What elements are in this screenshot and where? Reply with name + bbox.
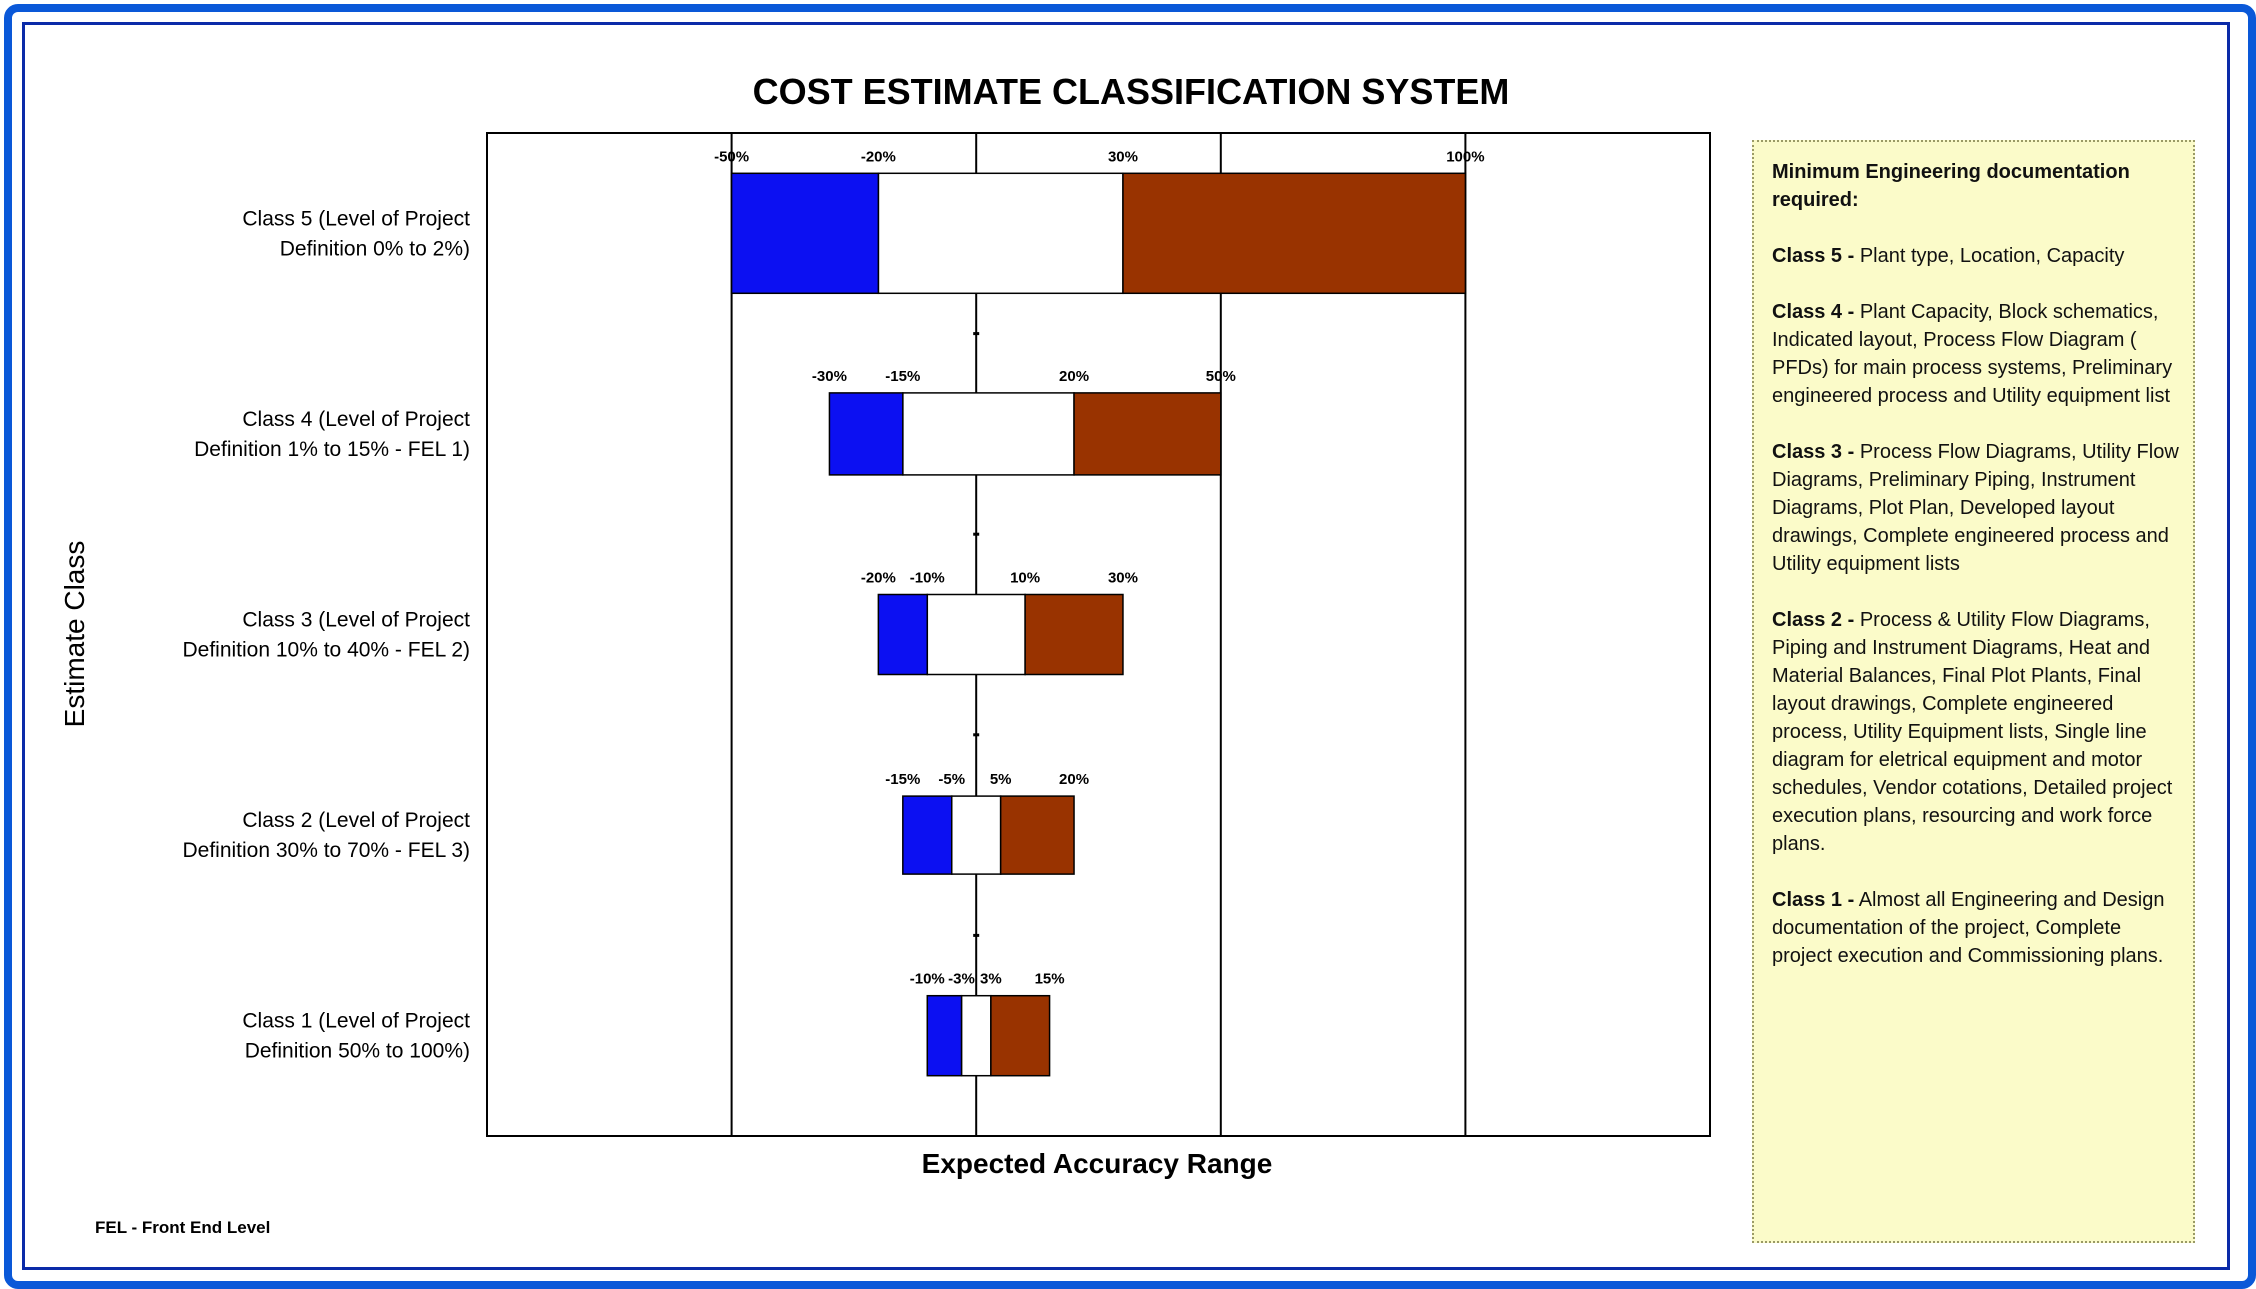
data-label: -15%	[885, 771, 920, 788]
high-range-bar	[1073, 392, 1222, 476]
middle-band	[950, 795, 1002, 875]
y-axis-label: Estimate Class	[59, 541, 90, 728]
data-label: 50%	[1206, 368, 1236, 385]
notes-panel: Minimum Engineering documentation requir…	[1752, 140, 2195, 1243]
data-label: 10%	[1010, 570, 1040, 587]
category-labels: Class 5 (Level of Project Definition 0% t…	[182, 207, 470, 1062]
category-label: Class 4 (Level of Project	[242, 408, 470, 431]
data-label: 30%	[1108, 570, 1138, 587]
high-range-bar	[999, 795, 1075, 875]
note-class-4: Class 4 - Plant Capacity, Block schemati…	[1772, 298, 2179, 410]
note-class-label: Class 3 -	[1772, 441, 1855, 463]
category-label: Definition 0% to 2%)	[280, 237, 470, 260]
data-label: 3%	[980, 971, 1002, 988]
data-label: 20%	[1059, 368, 1089, 385]
data-label: -15%	[885, 368, 920, 385]
middle-band	[926, 593, 1026, 676]
outer-frame	[4, 4, 2256, 1289]
category-label: Class 3 (Level of Project	[242, 609, 470, 632]
data-label: -50%	[714, 148, 749, 165]
notes-heading: Minimum Engineering documentation requir…	[1772, 161, 2130, 211]
bar-labels: -50% -20% 30% 100% -30% -15% 20% 50% -20% -10% 10%…	[714, 148, 1485, 987]
middle-band	[877, 172, 1124, 295]
footnote: FEL - Front End Level	[95, 1218, 271, 1237]
data-label: -10%	[910, 570, 945, 587]
data-label: -5%	[938, 771, 965, 788]
note-class-label: Class 1 -	[1772, 889, 1855, 911]
data-label: -20%	[861, 570, 896, 587]
note-text: Plant Capacity, Block schematics, Indica…	[1772, 301, 2173, 407]
data-label: -10%	[910, 971, 945, 988]
data-label: -20%	[861, 148, 896, 165]
note-class-3: Class 3 - Process Flow Diagrams, Utility…	[1772, 438, 2179, 578]
low-range-bar	[877, 593, 929, 676]
category-label: Definition 50% to 100%)	[245, 1040, 470, 1063]
data-label: -30%	[812, 368, 847, 385]
chart-title: COST ESTIMATE CLASSIFICATION SYSTEM	[753, 71, 1510, 112]
middle-band	[960, 994, 992, 1077]
data-label: 20%	[1059, 771, 1089, 788]
note-text: Process Flow Diagrams, Utility Flow Diag…	[1772, 441, 2179, 575]
category-label: Class 2 (Level of Project	[242, 809, 470, 832]
data-label: 100%	[1446, 148, 1484, 165]
low-range-bar	[730, 172, 880, 295]
note-class-1: Class 1 - Almost all Engineering and Des…	[1772, 886, 2179, 970]
note-class-5: Class 5 - Plant type, Location, Capacity	[1772, 242, 2179, 270]
x-axis-label: Expected Accuracy Range	[922, 1148, 1273, 1179]
note-text: Plant type, Location, Capacity	[1859, 245, 2125, 267]
data-label: 30%	[1108, 148, 1138, 165]
high-range-bar	[990, 994, 1051, 1077]
note-text: Almost all Engineering and Design docume…	[1772, 889, 2165, 967]
low-range-bar	[926, 994, 963, 1077]
category-label: Class 1 (Level of Project	[242, 1010, 470, 1033]
category-label: Definition 10% to 40% - FEL 2)	[182, 639, 470, 662]
note-class-label: Class 2 -	[1772, 609, 1855, 631]
bars	[730, 172, 1467, 1077]
data-label: 5%	[990, 771, 1012, 788]
note-class-2: Class 2 - Process & Utility Flow Diagram…	[1772, 606, 2179, 858]
high-range-bar	[1024, 593, 1124, 676]
middle-band	[902, 392, 1075, 476]
category-label: Definition 1% to 15% - FEL 1)	[194, 438, 470, 461]
data-label: 15%	[1035, 971, 1065, 988]
category-label: Definition 30% to 70% - FEL 3)	[182, 839, 470, 862]
low-range-bar	[902, 795, 953, 875]
note-text: Process & Utility Flow Diagrams, Piping …	[1772, 609, 2173, 855]
low-range-bar	[828, 392, 904, 476]
data-label: -3%	[948, 971, 975, 988]
high-range-bar	[1122, 172, 1467, 295]
note-class-label: Class 4 -	[1772, 301, 1855, 323]
note-class-label: Class 5 -	[1772, 245, 1855, 267]
category-label: Class 5 (Level of Project	[242, 207, 470, 230]
